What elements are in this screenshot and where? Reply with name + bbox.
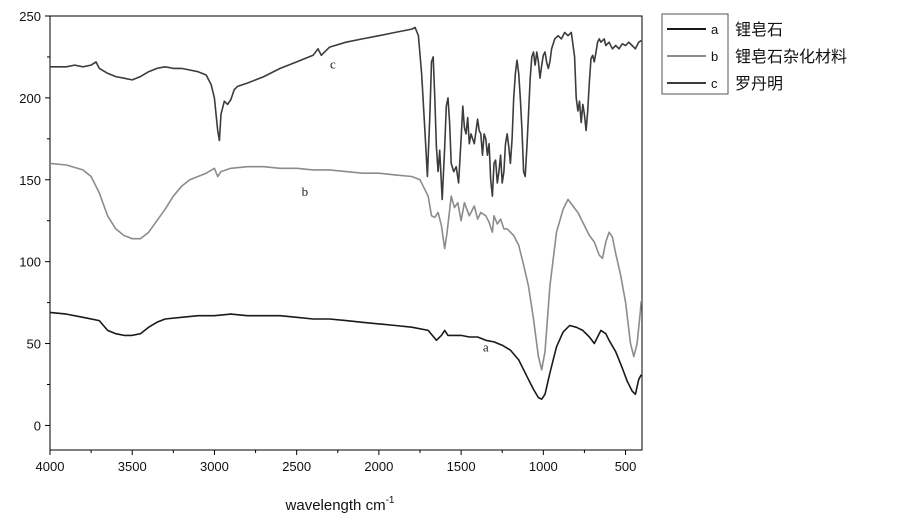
legend-label-b: 锂皂石杂化材料 bbox=[735, 47, 847, 66]
legend-key-a: a bbox=[711, 22, 719, 37]
y-tick-label: 50 bbox=[27, 337, 41, 352]
legend-key-b: b bbox=[711, 49, 718, 64]
series-line-c bbox=[50, 28, 641, 200]
legend-key-c: c bbox=[711, 76, 718, 91]
x-tick-label: 1500 bbox=[447, 459, 476, 474]
y-tick-label: 200 bbox=[19, 91, 41, 106]
series-line-a bbox=[50, 312, 641, 399]
x-axis: 4000 3500 3000 2500 2000 1500 1000 500 bbox=[36, 450, 637, 474]
x-tick-label: 2500 bbox=[282, 459, 311, 474]
x-tick-label: 2000 bbox=[364, 459, 393, 474]
legend-label-a: 锂皂石 bbox=[735, 20, 783, 39]
curve-label-c: c bbox=[330, 56, 336, 71]
x-tick-label: 3000 bbox=[200, 459, 229, 474]
x-tick-label: 3500 bbox=[118, 459, 147, 474]
x-axis-title: wavelength cm-1 bbox=[285, 495, 395, 514]
series-group bbox=[50, 28, 641, 400]
plot-frame bbox=[50, 16, 642, 450]
curve-label-a: a bbox=[483, 340, 489, 355]
y-tick-label: 250 bbox=[19, 9, 41, 24]
y-tick-label: 150 bbox=[19, 173, 41, 188]
x-tick-label: 1000 bbox=[529, 459, 558, 474]
curve-label-b: b bbox=[302, 184, 309, 199]
x-tick-label: 500 bbox=[615, 459, 637, 474]
curve-annotations: a b c bbox=[302, 56, 489, 354]
legend-label-c: 罗丹明 bbox=[735, 74, 783, 93]
series-line-b bbox=[50, 163, 641, 369]
x-axis-title-superscript: -1 bbox=[386, 495, 395, 506]
y-tick-label: 100 bbox=[19, 255, 41, 270]
x-tick-label: 4000 bbox=[36, 459, 65, 474]
y-axis: 0 50 100 150 200 250 bbox=[19, 9, 50, 433]
x-axis-title-text: wavelength cm bbox=[285, 497, 386, 514]
legend: a 锂皂石 b 锂皂石杂化材料 c 罗丹明 bbox=[662, 14, 847, 94]
y-tick-label: 0 bbox=[34, 418, 41, 433]
